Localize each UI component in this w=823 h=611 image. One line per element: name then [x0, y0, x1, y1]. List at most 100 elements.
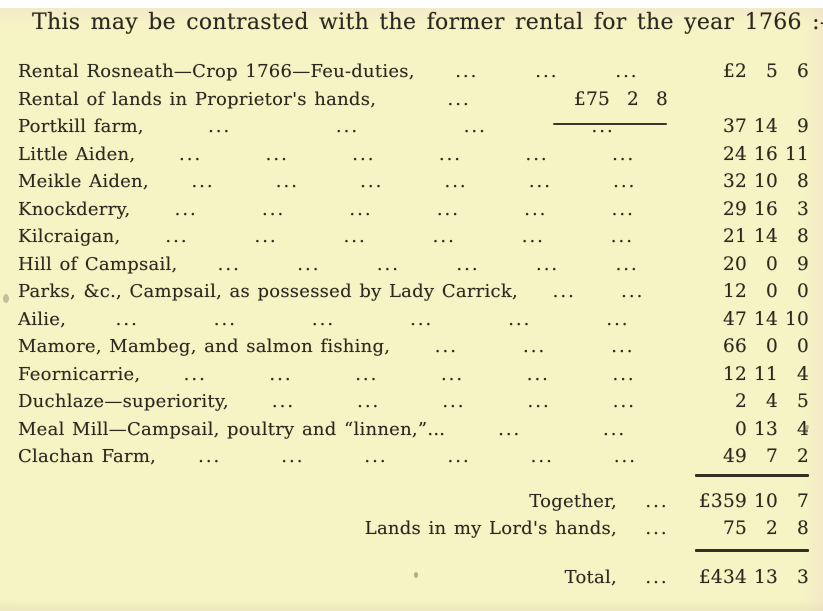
leader-dots: ...	[621, 281, 645, 302]
leader-dots: ...	[335, 116, 360, 137]
amount-group: 12 11 4	[697, 361, 809, 389]
leader-dots: ...	[183, 363, 207, 385]
amount-pence: 8	[796, 226, 809, 247]
carry-down-rule	[553, 123, 667, 125]
leader-dots: ...	[376, 253, 400, 275]
leader-dots: ...	[535, 61, 559, 82]
table-row: Little Aiden, .................. 24 16 1…	[18, 141, 809, 169]
amount-pence: 4	[796, 363, 809, 385]
leader-dots: ...	[612, 143, 636, 165]
table-row: Parks, &c., Campsail, as possessed by La…	[18, 278, 809, 306]
leader-dots: ...	[535, 253, 560, 275]
leader-dots: ...	[455, 61, 479, 82]
leader-dots: ...	[357, 391, 381, 412]
amount-pence: 7	[796, 490, 809, 512]
amount-pence: 8	[796, 518, 809, 539]
amount-pounds: 12	[722, 281, 747, 302]
leader-dots: ...	[355, 363, 379, 385]
row-label: Meal Mill—Campsail, poultry and “linnen,…	[18, 418, 446, 440]
summary-label: Lands in my Lord's hands,	[364, 518, 617, 539]
leader-dots: ...	[343, 226, 367, 247]
amount-pounds: 0	[734, 418, 747, 440]
leader-dots: ...	[606, 308, 630, 330]
amount-shillings: 4	[765, 391, 778, 412]
amount-pence: 3	[796, 198, 809, 220]
table-row: Duchlaze—superiority, ............... 2 …	[18, 388, 809, 416]
amount-group: 0 13 4	[697, 416, 809, 444]
leader-dots: ...	[498, 418, 522, 440]
amount-pounds: 66	[722, 336, 747, 357]
leader-dots: ...	[432, 226, 456, 247]
table-row: Meikle Aiden, .................. 32 10 8	[18, 168, 809, 196]
amount-pounds: 37	[722, 116, 747, 137]
leader-dots: ...	[297, 253, 321, 275]
leader-dots: ...	[530, 446, 554, 467]
amount-pounds: £434	[698, 566, 747, 588]
table-row: Portkill farm, ............ 37 14 9	[18, 113, 809, 141]
leader-dots: ...	[434, 336, 458, 357]
leader-dots: ...	[611, 198, 635, 220]
amount-shillings: 7	[765, 446, 778, 467]
amount-shillings: 10	[753, 171, 778, 192]
leader-dots: ...	[612, 363, 636, 385]
amount-group: 75 2 8	[697, 515, 809, 543]
leader-group: ............	[156, 113, 667, 141]
leader-dots: ...	[179, 143, 203, 165]
leader-dots: ...	[254, 226, 278, 247]
leader-dots: ...	[602, 418, 627, 440]
mid-amount-pounds: £75	[573, 88, 610, 110]
row-label: Rental of lands in Proprietor's hands,	[18, 88, 377, 110]
leader-dots: ...	[444, 171, 468, 192]
leader-dots: ...	[198, 446, 222, 467]
amount-shillings: 14	[753, 226, 778, 247]
table-row: Hill of Campsail, .................. 20 …	[18, 251, 809, 279]
table-row: Feornicarrie, .................. 12 11 4	[18, 361, 809, 389]
leader-dots: ...	[271, 391, 296, 412]
row-label: Portkill farm,	[18, 116, 144, 137]
amount-group: 32 10 8	[697, 168, 809, 196]
leader-dots: ...	[438, 143, 463, 165]
amount-group: 12 0 0	[697, 278, 809, 306]
sum-rule	[695, 548, 809, 552]
amount-shillings: 0	[765, 281, 778, 302]
amount-shillings: 11	[753, 363, 778, 385]
row-label: Little Aiden,	[18, 143, 136, 165]
amount-shillings: 10	[753, 490, 778, 512]
amount-pence: 9	[796, 253, 809, 275]
leader-dots: ...	[311, 308, 336, 330]
row-label: Duchlaze—superiority,	[18, 391, 229, 412]
amount-pence: 8	[796, 171, 809, 192]
table-row: Kilcraigan, .................. 21 14 8	[18, 223, 809, 251]
table-row: Mamore, Mambeg, and salmon fishing, ....…	[18, 333, 809, 361]
summary-section: Together, ... £359 10 7 Lands in my Lord…	[18, 473, 809, 592]
leader-group: ..................	[152, 361, 667, 389]
amount-pounds: 21	[722, 226, 747, 247]
leader-dots: ...	[508, 308, 532, 330]
amount-shillings: 14	[753, 116, 778, 137]
leader-dots: ...	[528, 171, 552, 192]
row-label: Parks, &c., Campsail, as possessed by La…	[18, 281, 519, 302]
amount-pounds: 75	[722, 518, 747, 539]
amount-group: 49 7 2	[697, 443, 809, 471]
amount-shillings: 16	[753, 198, 778, 220]
leader-dots: ...	[213, 308, 237, 330]
leader-dots: ...	[613, 171, 637, 192]
leader-dots: ...	[447, 88, 471, 110]
leader-dots: ...	[265, 143, 289, 165]
summary-row: Total, ... £434 13 3	[18, 564, 809, 592]
leader-dots: ...	[611, 336, 635, 357]
amount-group: £359 10 7	[697, 488, 809, 516]
leader-dots: ...	[275, 171, 299, 192]
leader-dots: ...	[410, 308, 434, 330]
leader-dots: ...	[525, 143, 549, 165]
leader-dots: ...	[463, 116, 487, 137]
leader-dots: ...	[165, 226, 189, 247]
leader-dots: ...	[526, 363, 550, 385]
summary-label: Total,	[564, 566, 617, 588]
amount-group: 47 14 10	[697, 306, 809, 334]
leader-group: ..................	[78, 306, 667, 334]
leader-dots: ...	[269, 363, 293, 385]
amount-pounds: 32	[722, 171, 747, 192]
row-label: Ailie,	[18, 308, 67, 330]
amount-pounds: 49	[722, 446, 747, 467]
